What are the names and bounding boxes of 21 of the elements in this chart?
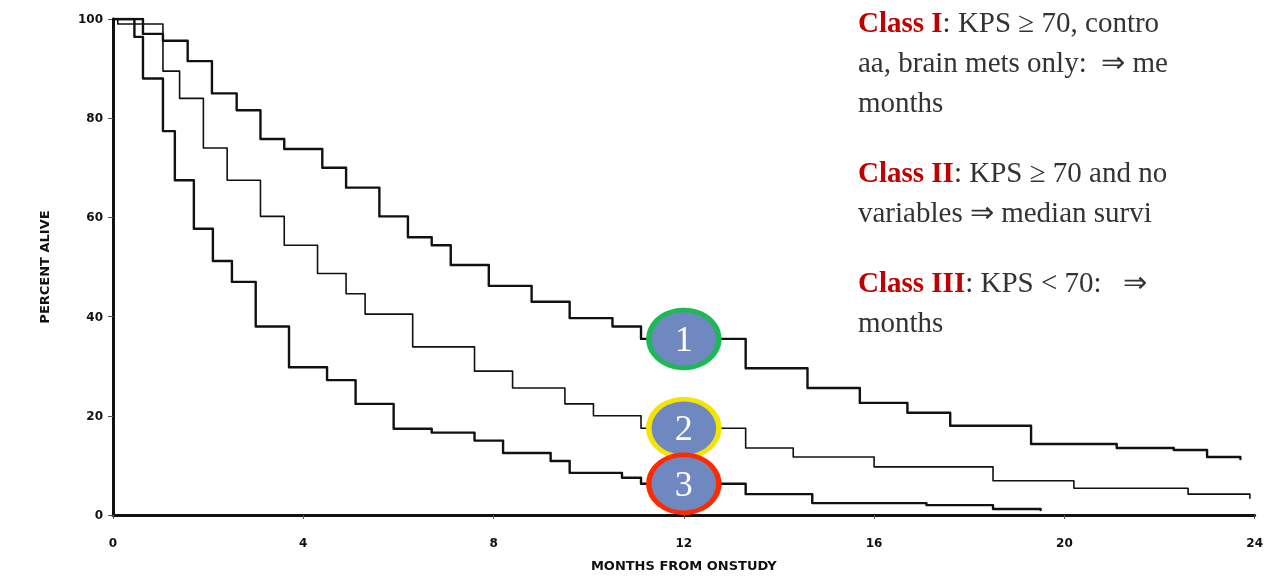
y-tick-label: 60: [86, 210, 103, 225]
y-tick-label: 0: [94, 508, 103, 522]
x-tick-label: 4: [299, 536, 308, 550]
y-tick-label: 80: [86, 111, 103, 126]
y-tick-label: 20: [86, 408, 103, 423]
x-tick-label: 20: [1056, 536, 1073, 550]
x-tick-label: 8: [489, 536, 498, 550]
x-axis-title: MONTHS FROM ONSTUDY: [590, 558, 778, 573]
y-tick-label: 100: [77, 12, 103, 26]
x-tick-label: 24: [1246, 536, 1263, 550]
x-tick-label: 12: [675, 536, 693, 550]
x-tick-label: 16: [865, 536, 883, 550]
series-label: 3: [674, 463, 693, 504]
y-tick-label: 40: [86, 309, 103, 324]
y-axis-title: PERCENT ALIVE: [37, 210, 52, 324]
series-label: 1: [674, 318, 693, 359]
series-label: 2: [674, 408, 693, 449]
annotation: Class I: KPS ≥ 70, contro aa, brain mets only: ⇒ me months: [858, 6, 1168, 118]
annotation: Class III: KPS < 70: ⇒ months: [858, 266, 1148, 338]
x-tick-label: 0: [108, 536, 118, 550]
annotation: Class II: KPS ≥ 70 and no variables ⇒ median survi: [858, 156, 1168, 228]
